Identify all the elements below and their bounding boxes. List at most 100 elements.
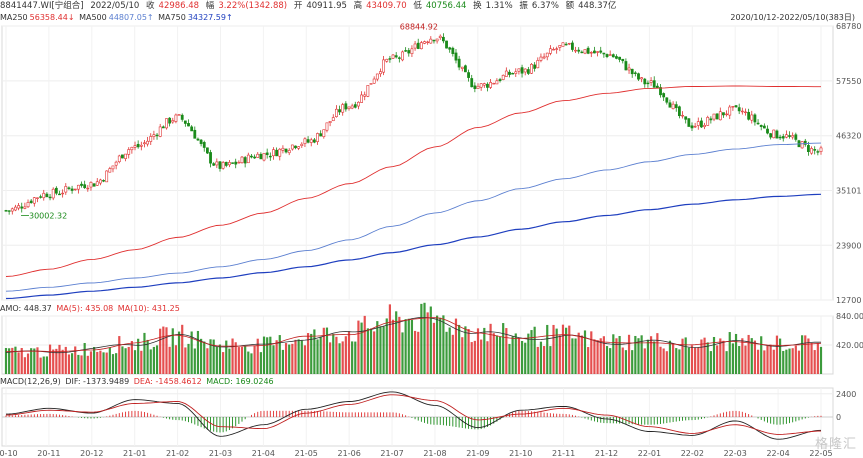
volume-bar-up xyxy=(602,336,605,374)
candle-up xyxy=(504,70,508,77)
candle-up xyxy=(10,208,14,212)
volume-bar-down xyxy=(187,343,190,374)
volume-bar-down xyxy=(498,336,502,374)
volume-bar-down xyxy=(760,336,763,374)
x-tick-label: 20-11 xyxy=(37,449,60,458)
volume-bar-up xyxy=(99,350,102,374)
candle-down xyxy=(615,56,618,59)
open-value: 40911.95 xyxy=(306,1,347,11)
candle-up xyxy=(435,38,439,42)
volume-bar-up xyxy=(426,312,429,374)
candle-down xyxy=(769,133,773,138)
candle-up xyxy=(124,153,127,159)
volume-bar-up xyxy=(303,345,307,374)
quote-date: 2022/05/10 xyxy=(90,1,140,11)
volume-bar-down xyxy=(108,347,111,374)
candle-up xyxy=(246,154,250,164)
candle-down xyxy=(646,82,650,85)
volume-bar-up xyxy=(17,352,20,374)
y-tick-label: 46320 xyxy=(836,132,861,141)
volume-bar-down xyxy=(407,318,410,374)
candle-up xyxy=(530,64,533,74)
candle-down xyxy=(155,134,159,137)
volume-bar-up xyxy=(766,345,769,374)
volume-bar-up xyxy=(67,354,71,374)
volume-bar-down xyxy=(70,353,74,374)
volume-bar-up xyxy=(48,344,52,374)
candle-up xyxy=(552,48,555,51)
volume-bar-down xyxy=(709,351,712,374)
candle-down xyxy=(813,149,817,151)
macd-value: MACD: 169.0246 xyxy=(206,377,274,386)
candle-down xyxy=(353,104,357,108)
volume-bar-down xyxy=(316,339,319,374)
volume-bar-up xyxy=(168,346,171,374)
candle-up xyxy=(489,82,492,88)
candle-down xyxy=(397,57,401,59)
volume-bar-up xyxy=(55,348,58,374)
volume-bar-down xyxy=(366,328,369,374)
volume-bar-down xyxy=(247,351,250,374)
volume-bar-down xyxy=(583,330,587,374)
candle-down xyxy=(816,151,820,153)
candle-up xyxy=(583,49,587,54)
candle-up xyxy=(174,114,178,122)
volume-bar-up xyxy=(417,331,420,374)
volume-bar-up xyxy=(284,343,288,374)
candle-down xyxy=(319,133,323,137)
candle-up xyxy=(744,111,747,114)
candle-down xyxy=(684,116,688,120)
volume-bar-up xyxy=(753,340,757,374)
volume-bar-down xyxy=(445,331,448,374)
candle-down xyxy=(80,183,83,186)
candle-down xyxy=(168,117,172,124)
candle-down xyxy=(454,52,458,61)
volume-bar-down xyxy=(728,332,731,374)
volume-bar-up xyxy=(580,335,583,374)
candle-down xyxy=(602,52,606,55)
candle-down xyxy=(432,39,436,42)
volume-bar-down xyxy=(555,328,558,374)
candle-down xyxy=(193,129,197,139)
volume-bar-up xyxy=(741,338,744,374)
volume-bar-up xyxy=(665,351,668,374)
amo-ma10: MA(10): 431.25 xyxy=(117,304,180,313)
volume-bar-up xyxy=(596,340,599,374)
volume-bar-down xyxy=(404,319,407,374)
candle-down xyxy=(7,210,11,212)
volume-bar-down xyxy=(269,336,272,374)
quote-header: 8841447.WI[宁组合] 2022/05/10 收 42986.48 幅 3.… xyxy=(0,0,863,12)
candle-down xyxy=(58,193,61,196)
volume-bar-down xyxy=(155,345,159,374)
volume-bar-up xyxy=(568,325,571,374)
candle-down xyxy=(722,112,725,116)
volume-bar-down xyxy=(788,348,791,374)
candle-down xyxy=(306,139,310,143)
candle-down xyxy=(394,55,398,58)
volume-bar-up xyxy=(61,349,64,374)
volume-bar-up xyxy=(322,327,325,374)
candle-up xyxy=(539,56,543,61)
volume-bar-down xyxy=(177,331,181,374)
candle-down xyxy=(737,107,741,112)
volume-bar-up xyxy=(275,340,278,374)
volume-bar-up xyxy=(486,341,489,374)
volume-bar-up xyxy=(690,345,694,374)
candle-down xyxy=(202,142,206,148)
ma500-label: MA500 xyxy=(79,13,107,22)
candle-up xyxy=(171,120,175,123)
candle-down xyxy=(580,51,584,54)
high-value: 43409.70 xyxy=(366,1,407,11)
candle-down xyxy=(753,114,757,123)
candle-up xyxy=(681,114,684,117)
candle-down xyxy=(709,118,713,121)
volume-bar-up xyxy=(344,336,347,374)
candle-down xyxy=(593,50,596,54)
candle-down xyxy=(586,47,590,54)
volume-bar-down xyxy=(631,350,634,374)
volume-bar-down xyxy=(143,332,146,374)
candle-down xyxy=(630,68,634,75)
candle-down xyxy=(624,61,628,71)
candle-up xyxy=(322,129,326,137)
